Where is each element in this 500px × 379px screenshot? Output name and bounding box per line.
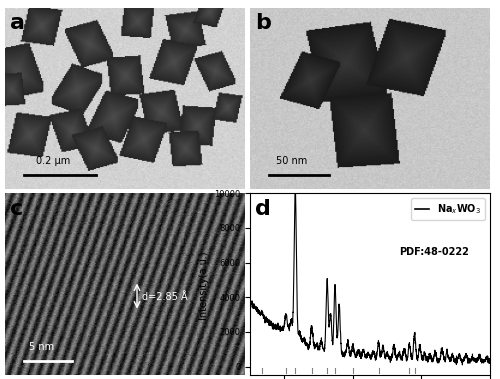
Text: d: d bbox=[255, 199, 270, 219]
Text: b: b bbox=[255, 13, 270, 33]
Text: 5 nm: 5 nm bbox=[29, 341, 54, 352]
Text: c: c bbox=[10, 199, 23, 219]
Y-axis label: Intensity(a.u.): Intensity(a.u.) bbox=[198, 250, 208, 319]
Text: d=2.85 Å: d=2.85 Å bbox=[142, 292, 188, 302]
Legend: Na$_x$WO$_3$: Na$_x$WO$_3$ bbox=[411, 198, 485, 220]
Text: 0.2 μm: 0.2 μm bbox=[36, 156, 70, 166]
Text: 50 nm: 50 nm bbox=[276, 156, 308, 166]
Text: a: a bbox=[10, 13, 25, 33]
Text: PDF:48-0222: PDF:48-0222 bbox=[399, 246, 468, 257]
